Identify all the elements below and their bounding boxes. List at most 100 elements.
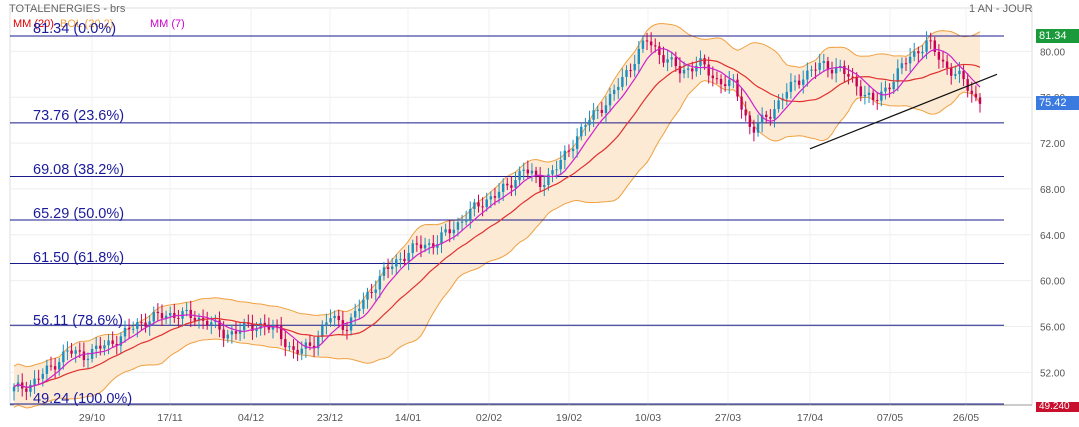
x-tick-label: 07/05 <box>877 412 903 424</box>
x-tick-label: 29/10 <box>79 412 105 424</box>
price-bar-body <box>855 77 858 87</box>
price-bar-body <box>329 318 332 323</box>
price-bar-body <box>884 87 887 92</box>
price-bar-body <box>978 97 982 104</box>
price-bar-body <box>691 68 694 72</box>
price-bar-body <box>423 244 427 249</box>
price-bar-body <box>25 388 28 392</box>
price-bar-body <box>123 327 127 337</box>
price-bar-body <box>880 91 883 101</box>
price-bar-body <box>284 339 287 348</box>
price-bar-body <box>49 365 53 367</box>
price-bar-body <box>82 351 86 361</box>
price-bar-body <box>514 180 517 188</box>
price-bar-body <box>966 79 969 91</box>
price-bar-body <box>456 222 460 230</box>
price-bar-body <box>592 110 595 120</box>
price-bar-body <box>929 40 932 42</box>
price-bar-body <box>703 58 706 65</box>
price-bar-body <box>358 308 361 312</box>
x-tick-label: 14/01 <box>395 412 421 424</box>
price-bar-body <box>218 320 221 330</box>
price-bar-body <box>111 340 114 344</box>
price-bar-body <box>197 317 201 321</box>
price-bar-body <box>477 202 480 207</box>
price-bar-body <box>300 348 303 354</box>
y-tick-label: 56.00 <box>1040 323 1065 334</box>
price-bar-body <box>386 267 390 269</box>
x-tick-label: 17/04 <box>797 412 823 424</box>
price-bar-body <box>497 191 501 198</box>
price-bar-body <box>390 266 394 269</box>
price-bar-body <box>526 169 530 174</box>
price-bar-body <box>148 321 151 327</box>
price-bar-body <box>871 92 875 101</box>
price-bar-body <box>222 329 225 339</box>
price-bar-body <box>970 90 973 94</box>
price-bar-body <box>238 330 242 334</box>
price-bar-body <box>308 342 312 346</box>
price-bar-body <box>288 346 291 348</box>
legend-bollinger: BOL (20,2) <box>60 18 114 30</box>
price-bar-body <box>892 82 895 90</box>
price-bar-body <box>728 79 731 87</box>
price-bar-body <box>407 252 410 262</box>
price-bar-body <box>641 40 645 49</box>
price-bar-body <box>41 373 44 379</box>
price-bar-body <box>349 317 353 331</box>
price-bar-body <box>867 92 871 95</box>
price-bar-body <box>136 322 139 329</box>
price-bar-body <box>107 340 110 346</box>
price-bar-body <box>469 209 472 220</box>
price-bar-body <box>839 65 842 68</box>
price-bar-body <box>485 199 488 208</box>
price-bar-body <box>489 196 493 200</box>
price-bar-body <box>325 322 328 326</box>
price-bar-body <box>723 84 727 87</box>
price-bar-body <box>876 100 879 102</box>
price-bar-body <box>744 109 747 116</box>
price-bar-body <box>341 320 345 330</box>
price-bar-body <box>160 313 164 319</box>
price-bar-body <box>793 80 797 82</box>
price-bar-body <box>617 86 620 90</box>
price-bar-body <box>337 315 340 321</box>
price-bar-body <box>941 59 945 62</box>
price-bar-body <box>785 91 788 99</box>
fib-label: 49.24 (100.0%) <box>33 391 133 407</box>
price-bar-body <box>797 80 801 85</box>
price-bar-body <box>584 125 587 127</box>
price-bar-body <box>736 79 739 97</box>
price-bar-body <box>501 183 505 192</box>
price-bar-body <box>279 325 283 340</box>
price-bar-body <box>399 258 402 260</box>
price-bar-body <box>843 65 846 74</box>
price-bar-body <box>777 100 780 110</box>
price-bar-body <box>954 74 957 76</box>
price-bar-body <box>629 70 632 72</box>
price-bar-body <box>826 61 830 70</box>
price-bar-body <box>164 315 168 319</box>
price-bar-body <box>432 243 435 248</box>
price-bar-body <box>699 58 702 66</box>
price-bar-body <box>551 170 554 175</box>
price-bar-body <box>185 309 188 312</box>
price-bar-body <box>773 109 776 119</box>
mm20-line <box>13 59 981 388</box>
price-bar-body <box>962 70 965 80</box>
price-bar-body <box>917 51 920 54</box>
price-bar-body <box>974 93 978 98</box>
price-bar-body <box>140 322 143 324</box>
price-bar-body <box>670 57 673 60</box>
price-bar-body <box>292 346 295 350</box>
price-bar-body <box>103 345 106 349</box>
chart-period: 1 AN - JOUR <box>969 3 1033 15</box>
price-bar-body <box>12 386 16 392</box>
price-bar-body <box>921 51 924 54</box>
price-bar-body <box>45 365 49 374</box>
price-bar-body <box>242 322 246 331</box>
price-bar-body <box>908 56 912 64</box>
x-tick-label: 27/03 <box>715 412 741 424</box>
price-bar-body <box>440 232 443 245</box>
